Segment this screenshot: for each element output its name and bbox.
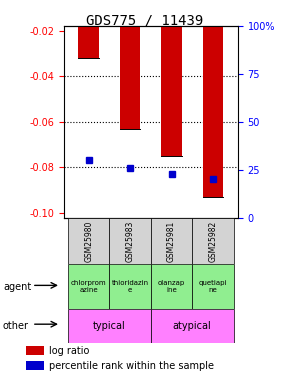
Bar [151,264,192,309]
Bar [68,264,109,309]
Bar [192,264,234,309]
Text: atypical: atypical [173,321,212,331]
Bar [192,217,234,264]
Bar [26,346,44,355]
Text: typical: typical [93,321,126,331]
Bar [109,264,151,309]
Text: GDS775 / 11439: GDS775 / 11439 [86,13,204,27]
Text: olanzap
ine: olanzap ine [158,280,185,293]
Text: GSM25980: GSM25980 [84,220,93,262]
Bar [26,361,44,370]
Text: GSM25982: GSM25982 [209,220,218,262]
Bar [151,217,192,264]
Bar [203,0,223,197]
Bar [68,309,151,343]
Bar [109,217,151,264]
Text: GSM25981: GSM25981 [167,220,176,262]
Bar [161,0,182,156]
Text: thioridazin
e: thioridazin e [112,280,149,293]
Text: agent: agent [3,282,31,292]
Text: other: other [3,321,29,331]
Bar [151,309,234,343]
Text: chlorprom
azine: chlorprom azine [71,280,106,293]
Bar [68,217,109,264]
Text: GSM25983: GSM25983 [126,220,135,262]
Bar [120,0,140,129]
Text: log ratio: log ratio [49,346,89,355]
Text: percentile rank within the sample: percentile rank within the sample [49,361,214,370]
Bar [78,0,99,58]
Text: quetiapi
ne: quetiapi ne [199,280,227,293]
